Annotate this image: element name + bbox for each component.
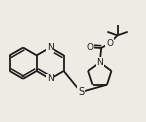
Text: O: O <box>106 39 113 48</box>
Text: N: N <box>47 74 54 83</box>
Text: S: S <box>78 87 84 97</box>
Text: O: O <box>87 43 94 52</box>
Text: N: N <box>47 43 54 52</box>
Text: N: N <box>96 58 103 67</box>
